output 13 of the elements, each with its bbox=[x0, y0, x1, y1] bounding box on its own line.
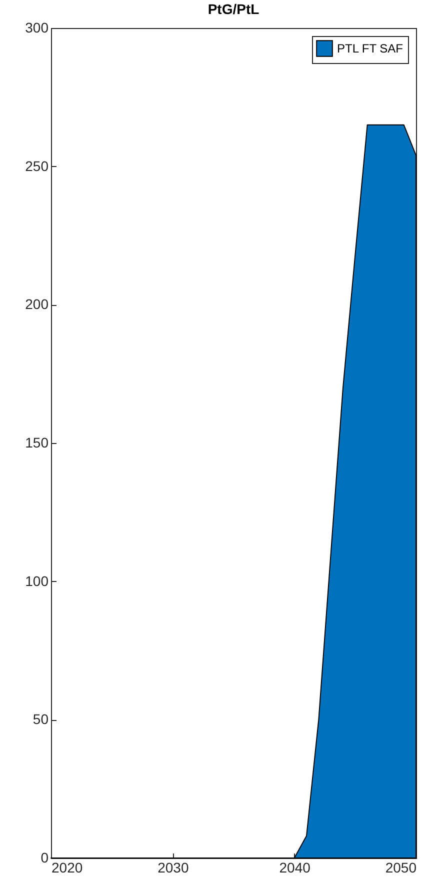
y-tick-label: 250 bbox=[25, 158, 49, 174]
y-tick-label: 0 bbox=[40, 850, 49, 866]
x-tick-label: 2030 bbox=[158, 860, 189, 876]
x-tick-label: 2050 bbox=[385, 860, 417, 876]
legend-label: PTL FT SAF bbox=[337, 42, 404, 56]
y-tick-label: 100 bbox=[25, 572, 49, 589]
y-tick-label: 200 bbox=[25, 296, 49, 312]
y-tick-label: 150 bbox=[25, 434, 49, 450]
x-tick-label: 2020 bbox=[52, 860, 83, 876]
chart-title: PtG/PtL bbox=[208, 1, 260, 17]
y-tick-label: 300 bbox=[25, 20, 49, 36]
x-tick-label: 2040 bbox=[279, 860, 311, 876]
y-tick-label: 50 bbox=[32, 711, 49, 728]
